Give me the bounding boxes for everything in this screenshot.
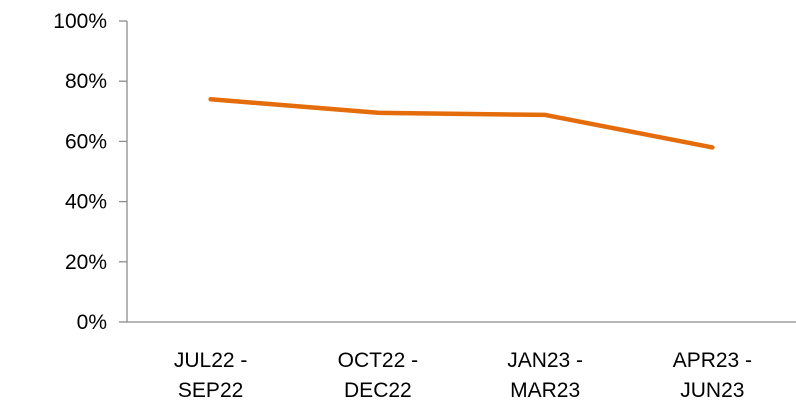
x-tick-label: JUL22 -SEP22 [174, 349, 248, 402]
y-tick-label: 100% [53, 10, 107, 33]
y-tick-label: 40% [65, 191, 107, 214]
y-tick-label: 0% [77, 311, 107, 334]
x-tick-label: JAN23 -MAR23 [507, 349, 583, 402]
y-tick-label: 80% [65, 70, 107, 93]
y-tick-label: 20% [65, 251, 107, 274]
line-series [208, 97, 715, 150]
y-tick-label: 60% [65, 130, 107, 153]
x-tick-label: APR23 -JUN23 [673, 349, 752, 402]
x-tick-label: OCT22 -DEC22 [338, 349, 419, 402]
